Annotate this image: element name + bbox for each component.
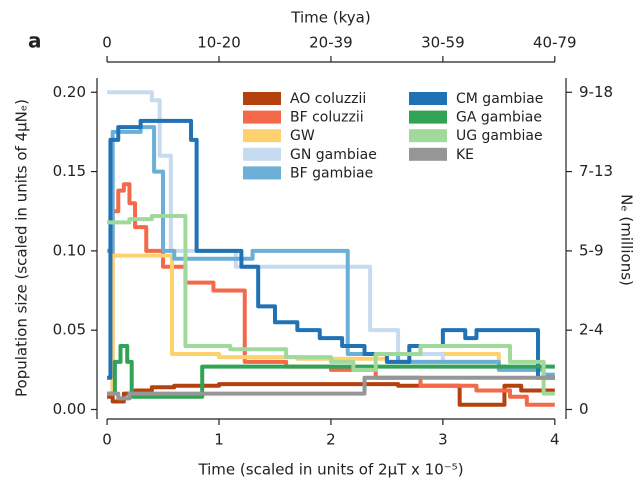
y-tick-label: 0.00 <box>53 400 86 418</box>
right-tick-label: 9-18 <box>579 83 613 101</box>
step-line <box>107 213 555 396</box>
legend-label: CM gambiae <box>456 91 543 107</box>
y-tick-label: 0.20 <box>53 83 86 101</box>
legend-label: UG gambiae <box>456 128 543 144</box>
legend-swatch <box>409 129 447 143</box>
legend-swatch <box>243 147 281 161</box>
panel-label: a <box>28 29 42 53</box>
x-tick-label: 4 <box>550 431 560 449</box>
legend-swatch <box>409 110 447 124</box>
right-tick-label: 0 <box>579 400 589 418</box>
legend-label: BF gambiae <box>290 165 373 181</box>
y-tick-label: 0.10 <box>53 241 86 259</box>
y-axis-title: Population size (scaled in units of 4μNₑ… <box>13 99 31 397</box>
right-tick-label: 7-13 <box>579 162 613 180</box>
legend-swatch <box>243 110 281 124</box>
legend-label: AO coluzzii <box>290 91 366 107</box>
legend-swatch <box>243 92 281 105</box>
legend-swatch <box>243 166 281 180</box>
x-tick-label: 2 <box>326 431 336 449</box>
x-axis-title: Time (scaled in units of 2μT x 10⁻⁵) <box>197 461 463 479</box>
legend-label: GN gambiae <box>290 147 377 163</box>
legend-label: BF coluzzii <box>290 110 364 126</box>
legend-swatch <box>243 129 281 143</box>
right-axis-title: Nₑ (millions) <box>618 194 636 286</box>
legend-swatch <box>409 147 447 161</box>
x-tick-label: 0 <box>102 431 112 449</box>
x-tick-label: 1 <box>214 431 224 449</box>
top-axis-title: Time (kya) <box>290 9 370 27</box>
legend-label: GW <box>290 128 315 144</box>
top-tick-label: 0 <box>102 34 112 52</box>
step-line <box>107 375 555 401</box>
legend-label: KE <box>456 147 474 163</box>
step-line <box>107 253 555 396</box>
legend-label: GA gambiae <box>456 110 542 126</box>
right-tick-label: 5-9 <box>579 241 604 259</box>
x-tick-label: 3 <box>438 431 448 449</box>
top-tick-label: 20-39 <box>309 34 353 52</box>
top-tick-label: 10-20 <box>197 34 241 52</box>
top-tick-label: 30-59 <box>421 34 465 52</box>
right-tick-label: 2-4 <box>579 321 604 339</box>
legend-swatch <box>409 92 447 105</box>
y-tick-label: 0.15 <box>53 162 86 180</box>
y-tick-label: 0.05 <box>53 321 86 339</box>
step-line <box>107 118 555 380</box>
step-line <box>107 182 555 407</box>
top-tick-label: 40-79 <box>533 34 577 52</box>
